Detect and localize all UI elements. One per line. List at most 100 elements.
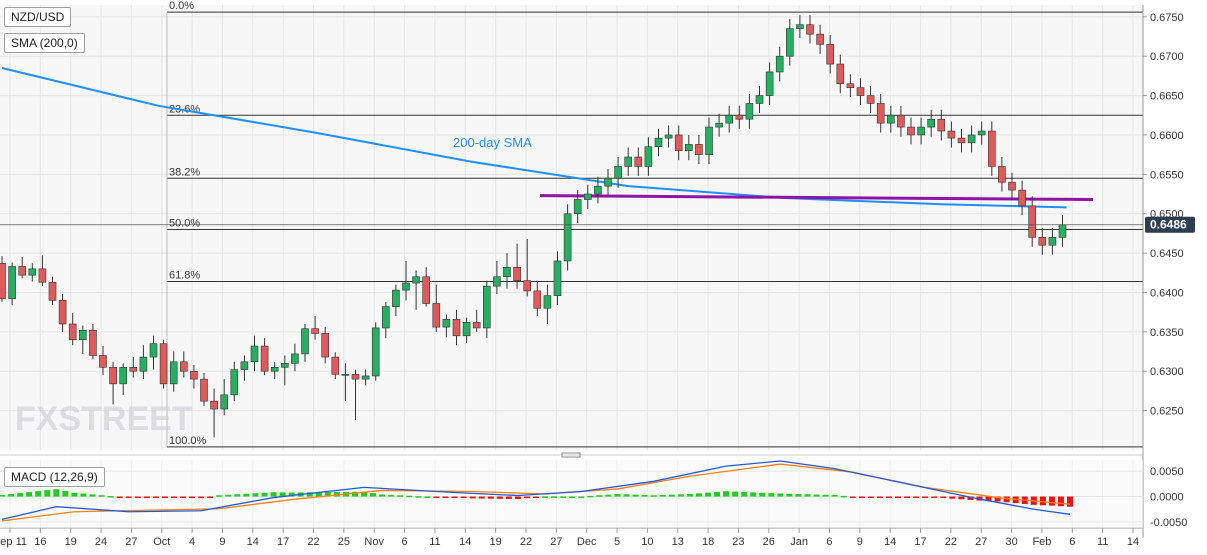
candle-body: [897, 114, 905, 128]
candle-body: [139, 356, 148, 372]
symbol-label[interactable]: NZD/USD: [4, 7, 72, 27]
macd-histogram-bar: [125, 496, 132, 499]
macd-histogram-bar: [985, 496, 992, 502]
macd-histogram-bar: [487, 496, 494, 499]
candle-body: [1008, 181, 1016, 191]
candle-body: [1028, 205, 1036, 238]
x-tick-label: 27: [125, 536, 137, 548]
x-tick-label: 17: [914, 536, 926, 548]
macd-histogram-bar: [840, 495, 847, 498]
macd-histogram-bar: [523, 496, 530, 499]
candle-body: [432, 303, 441, 328]
candle-body: [755, 95, 764, 104]
price-tick-label: 0.6550: [1150, 169, 1184, 181]
candle-body: [493, 276, 501, 287]
candle-body: [240, 361, 249, 370]
macd-histogram-bar: [759, 492, 766, 497]
candle-body: [735, 114, 744, 120]
macd-histogram-bar: [252, 493, 259, 497]
macd-histogram-bar: [216, 495, 223, 497]
candle-body: [937, 118, 946, 132]
x-tick-label: 10: [641, 536, 653, 548]
macd-label[interactable]: MACD (12,26,9): [4, 467, 105, 487]
x-tick-label: 16: [34, 536, 46, 548]
candle-body: [846, 83, 855, 88]
candle-body: [1058, 224, 1067, 238]
macd-tick-label: 0.0000: [1150, 492, 1184, 504]
candle-body: [796, 24, 804, 29]
candle-body: [998, 166, 1006, 183]
candle-body: [351, 374, 360, 380]
candle-body: [583, 193, 592, 200]
candle-body: [109, 367, 117, 385]
macd-histogram-bar: [44, 490, 51, 497]
macd-histogram-bar: [0, 495, 5, 497]
macd-histogram-bar: [460, 496, 467, 499]
candle-body: [594, 185, 602, 195]
candle-body: [513, 266, 521, 281]
x-tick-label: 11: [429, 536, 440, 548]
macd-histogram-bar: [1057, 496, 1064, 507]
macd-histogram-bar: [288, 492, 295, 497]
candle-body: [654, 137, 663, 148]
candle-body: [311, 328, 319, 334]
macd-histogram-bar: [542, 496, 549, 498]
candle-body: [856, 87, 865, 96]
x-tick-label: 25: [338, 536, 350, 548]
macd-histogram-bar: [533, 496, 539, 499]
candle-body: [422, 276, 431, 304]
last-price-badge: [1145, 216, 1195, 233]
candle-body: [614, 166, 622, 179]
macd-histogram-bar: [478, 496, 485, 499]
candle-body: [957, 137, 966, 144]
candle-body: [624, 156, 633, 167]
candle-body: [301, 328, 309, 355]
candle-body: [927, 118, 936, 128]
macd-histogram-bar: [949, 496, 956, 499]
candle-body: [634, 156, 643, 167]
candle-body: [836, 63, 845, 85]
candle-body: [826, 44, 835, 65]
candle-body: [684, 144, 693, 152]
candle-body: [503, 266, 511, 278]
x-tick-label: 27: [550, 536, 562, 548]
candle-body: [250, 345, 259, 363]
price-tick-label: 0.6250: [1150, 406, 1184, 418]
macd-histogram-bar: [180, 496, 187, 499]
candle-body: [533, 290, 542, 309]
x-tick-label: Feb: [1032, 536, 1051, 548]
candle-body: [816, 33, 824, 45]
x-tick-label: 23: [732, 536, 744, 548]
macd-histogram-bar: [867, 496, 874, 499]
x-tick-label: 30: [1005, 536, 1017, 548]
candle-body: [0, 263, 6, 300]
x-tick-label: Dec: [577, 536, 597, 548]
resize-handle: [561, 452, 581, 458]
macd-histogram-bar: [415, 496, 422, 498]
x-tick-label: 17: [277, 536, 289, 548]
candle-body: [967, 134, 976, 144]
indicator-label[interactable]: SMA (200,0): [4, 33, 85, 53]
macd-histogram-bar: [885, 496, 892, 499]
candle-body: [392, 289, 400, 307]
macd-histogram-bar: [632, 494, 639, 497]
fib-level-label: 100.0%: [169, 435, 207, 447]
x-tick-label: Jan: [790, 536, 808, 548]
x-tick-label: Oct: [153, 536, 170, 548]
macd-histogram-bar: [17, 493, 24, 497]
macd-histogram-bar: [116, 496, 123, 499]
macd-histogram-bar: [324, 492, 331, 497]
macd-histogram-bar: [71, 492, 78, 497]
macd-histogram-bar: [623, 494, 630, 497]
candle-body: [190, 370, 198, 380]
macd-histogram-bar: [225, 494, 232, 497]
price-tick-label: 0.6400: [1150, 287, 1184, 299]
macd-histogram-bar: [1048, 496, 1055, 506]
macd-histogram-bar: [152, 496, 159, 499]
candle-body: [674, 134, 683, 152]
macd-histogram-bar: [677, 494, 684, 497]
macd-histogram-bar: [80, 493, 87, 497]
x-tick-label: 14: [459, 536, 471, 548]
macd-histogram-bar: [614, 494, 621, 497]
macd-histogram-bar: [849, 496, 856, 499]
